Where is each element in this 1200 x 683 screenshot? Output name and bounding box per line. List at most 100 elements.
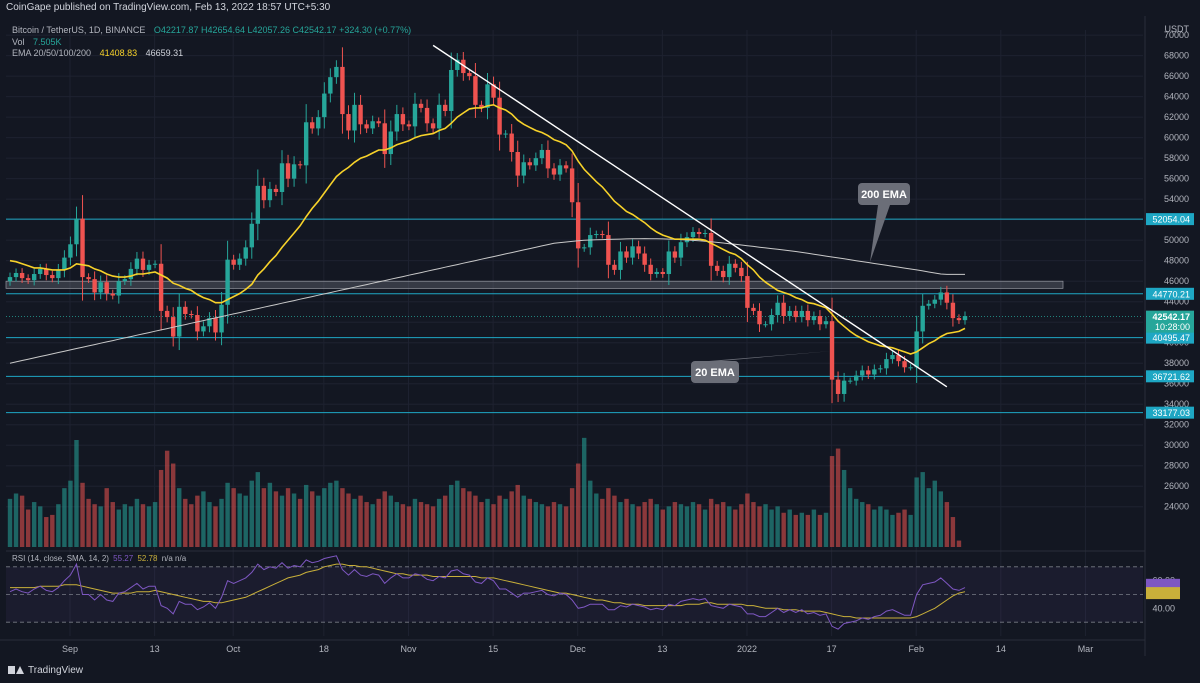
candle-body: [575, 202, 581, 249]
volume-bar: [817, 514, 823, 547]
volume-bar: [430, 506, 436, 547]
volume-bar: [455, 480, 460, 547]
candle-body: [152, 263, 158, 265]
volume-bar: [195, 495, 200, 547]
volume-bar: [128, 506, 134, 547]
candle-body: [594, 234, 599, 236]
volume-bar: [7, 498, 13, 547]
annotation-pointer: [870, 205, 890, 262]
volume-bar: [80, 482, 85, 547]
candle-body: [394, 114, 400, 132]
price-tick-label: 30000: [1164, 440, 1189, 450]
volume-bar: [68, 480, 73, 547]
candle-body: [920, 305, 925, 332]
volume-bar: [569, 488, 575, 547]
candle-body: [557, 165, 563, 175]
candle-body: [841, 380, 847, 394]
level-badge: [1146, 287, 1194, 300]
candle-body: [461, 59, 466, 74]
footer-brand: TradingView: [28, 664, 84, 676]
volume-bar: [612, 495, 617, 547]
volume-bar: [588, 480, 593, 547]
candle-body: [648, 264, 653, 275]
time-tick-label: Feb: [908, 644, 924, 654]
candle-body: [183, 306, 188, 314]
candle-body: [763, 324, 768, 326]
candle-body: [412, 103, 418, 127]
candle-body: [817, 316, 823, 325]
volume-bar: [164, 450, 170, 547]
volume-bar: [31, 502, 37, 547]
volume-bar: [618, 502, 623, 547]
level-badge-label: 33177.03: [1152, 408, 1190, 418]
candle-body: [189, 313, 194, 316]
candle-body: [563, 165, 569, 169]
volume-bar: [775, 506, 780, 547]
volume-bar: [908, 514, 913, 547]
time-tick-label: Sep: [62, 644, 78, 654]
candle-body: [140, 258, 146, 270]
candle-body: [297, 164, 303, 166]
candle-body: [98, 282, 103, 293]
candle-body: [467, 73, 472, 77]
candle-body: [690, 231, 696, 238]
candle-body: [908, 367, 913, 369]
volume-bar: [944, 502, 950, 547]
candle-body: [600, 234, 605, 236]
publish-text: CoinGape published on TradingView.com, F…: [6, 2, 331, 13]
volume-bar: [841, 469, 847, 547]
candle-body: [110, 293, 115, 296]
price-tick-label: 58000: [1164, 153, 1189, 163]
candle-body: [527, 162, 533, 166]
volume-bar: [660, 509, 665, 547]
candle-body: [418, 103, 424, 108]
volume-bar: [805, 514, 811, 547]
volume-bar: [654, 504, 659, 547]
candle-body: [237, 258, 242, 265]
rsi-label: RSI (14, close, SMA, 14, 2): [12, 554, 109, 563]
tradingview-logo-icon: [8, 664, 24, 676]
volume-bar: [328, 482, 333, 547]
candle-body: [872, 369, 877, 375]
volume-bar: [74, 440, 79, 547]
volume-bar: [436, 498, 442, 547]
last-price-label: 42542.17: [1152, 312, 1190, 322]
volume-bar: [878, 506, 883, 547]
candle-body: [769, 315, 774, 325]
volume-bar: [787, 509, 792, 547]
candle-body: [533, 158, 539, 166]
candle-body: [388, 131, 393, 155]
rsi-line: [9, 555, 966, 630]
volume-bar: [25, 509, 31, 547]
volume-bar: [539, 504, 545, 547]
volume-bar: [690, 502, 696, 547]
candle-body: [346, 114, 351, 131]
candle-body: [479, 104, 484, 108]
volume-bar: [303, 484, 309, 547]
volume-bar: [503, 498, 508, 547]
countdown-label: 10:28:00: [1155, 322, 1190, 332]
candle-body: [291, 164, 297, 179]
annotation-box: [858, 183, 910, 205]
candle-body: [455, 59, 460, 70]
volume-bar: [636, 506, 641, 547]
volume-bar: [872, 509, 877, 547]
volume-bar: [582, 437, 587, 547]
candle-body: [7, 277, 13, 282]
volume-bar: [672, 502, 678, 547]
volume-bar: [267, 482, 273, 547]
candle-body: [944, 292, 950, 303]
descending-trendline: [432, 44, 948, 388]
candle-body: [805, 310, 811, 321]
level-badge-label: 52054.04: [1152, 215, 1190, 225]
volume-bar: [370, 504, 375, 547]
volume-bar: [624, 498, 629, 547]
candle-body: [158, 263, 164, 311]
candle-body: [751, 307, 756, 311]
time-tick-label: 14: [996, 644, 1006, 654]
level-badge-label: 40495.47: [1152, 333, 1190, 343]
volume-bar: [340, 488, 345, 547]
candle-body: [757, 310, 762, 325]
candle-body: [225, 259, 230, 305]
